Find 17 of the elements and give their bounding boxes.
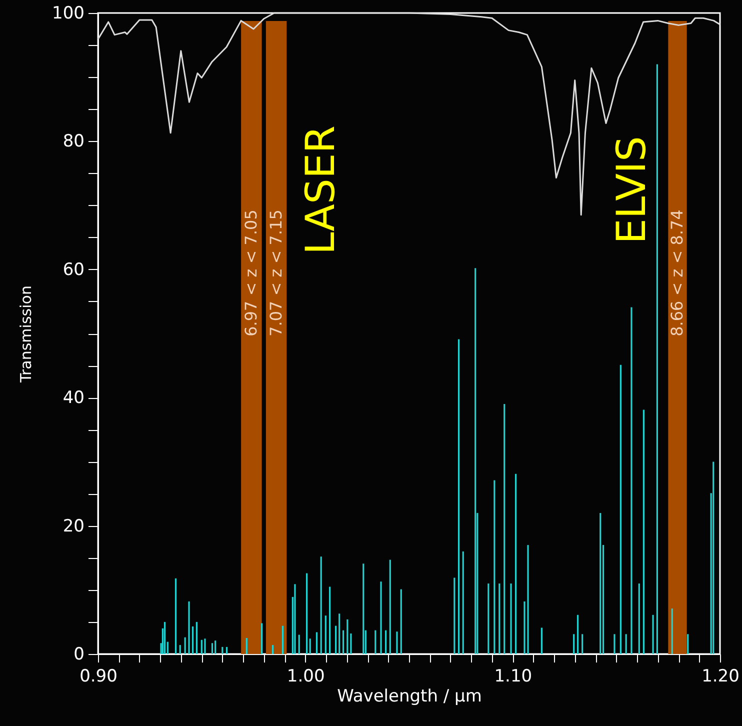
annotation: ELVIS: [609, 136, 655, 244]
x-tick-label: 1.20: [702, 666, 740, 686]
x-tick-label: 1.10: [494, 666, 532, 686]
band-label: 8.66 < z < 8.74: [667, 210, 686, 336]
y-tick-label: 40: [62, 388, 84, 408]
annotation: LASER: [298, 125, 344, 255]
y-tick-label: 80: [62, 132, 84, 152]
y-axis-title: Transmission: [17, 286, 36, 384]
x-tick-label: 1.00: [286, 666, 325, 686]
y-tick-label: 60: [62, 260, 84, 280]
y-tick-label: 100: [52, 4, 84, 24]
band-label: 6.97 < z < 7.05: [241, 210, 260, 336]
x-axis-title: Wavelength / μm: [337, 686, 482, 706]
y-tick-label: 0: [74, 644, 84, 664]
x-tick-label: 0.90: [80, 666, 118, 686]
y-tick-label: 20: [62, 516, 84, 536]
band-label: 7.07 < z < 7.15: [266, 210, 286, 336]
